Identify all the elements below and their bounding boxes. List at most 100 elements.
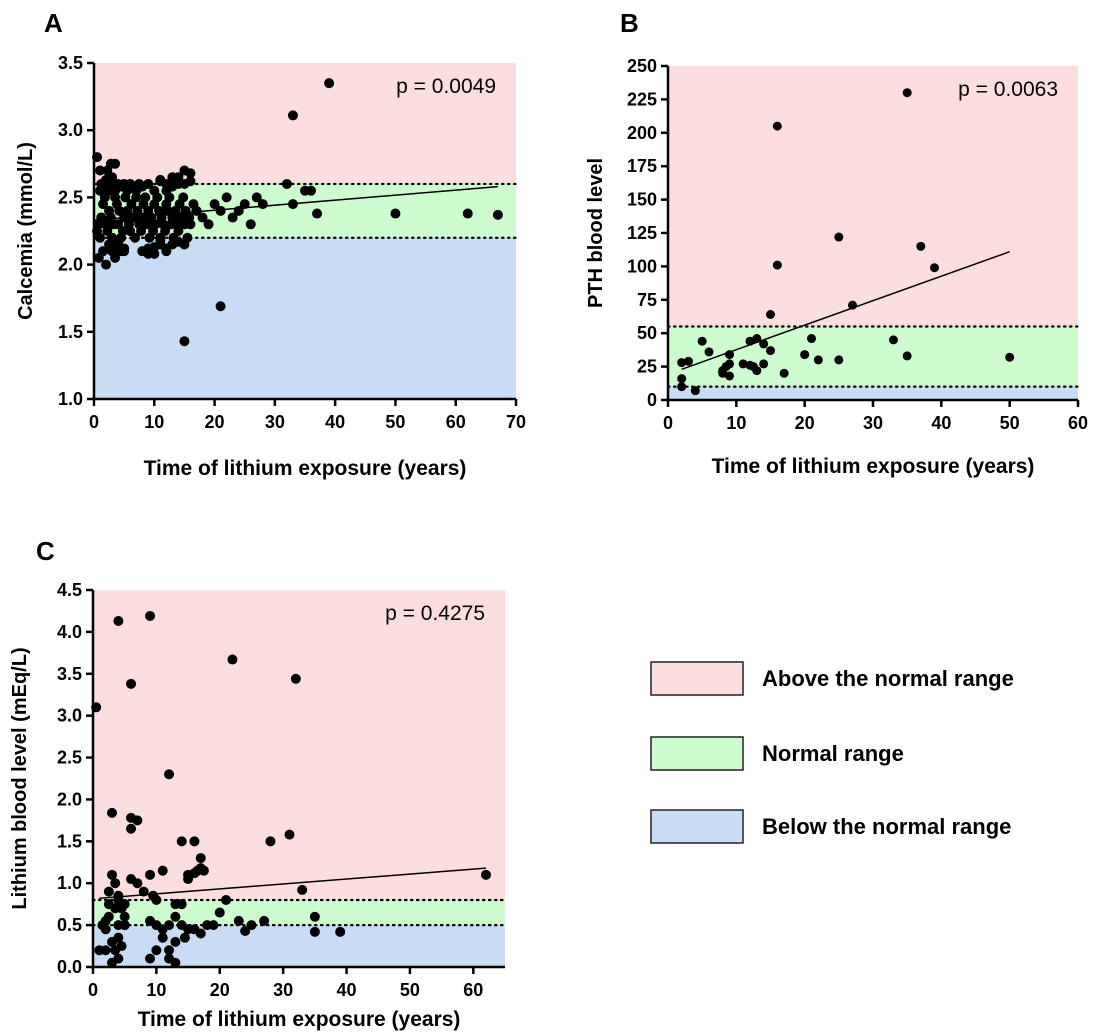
panel-c-data-point xyxy=(176,899,187,910)
panel-c-x-tick-label: 10 xyxy=(146,980,166,1000)
panel-c-x-tick-label: 50 xyxy=(400,980,420,1000)
panel-c-x-tick-label: 20 xyxy=(210,980,230,1000)
panel-a-x-tick-label: 30 xyxy=(265,412,285,432)
panel-b-data-point xyxy=(834,355,844,365)
panel-c-data-point xyxy=(145,869,156,880)
panel-a-y-tick-label: 3.5 xyxy=(58,53,83,73)
panel-a-data-point xyxy=(140,192,151,203)
panel-a-data-point xyxy=(179,336,190,347)
panel-b-x-axis-label: Time of lithium exposure (years) xyxy=(712,455,1035,478)
panel-c-data-point xyxy=(183,874,194,885)
panel-letter-b: B xyxy=(620,8,639,38)
panel-c-data-point xyxy=(309,911,320,922)
panel-a-data-point xyxy=(160,226,171,236)
panel-c-data-point xyxy=(103,899,114,910)
legend-label-below: Below the normal range xyxy=(762,814,1011,839)
panel-c-y-tick-label: 1.5 xyxy=(57,831,82,851)
panel-a-data-point xyxy=(324,78,335,89)
panel-c-data-point xyxy=(170,911,181,922)
panel-a-data-point xyxy=(92,152,103,163)
panel-c-data-point xyxy=(132,878,143,889)
panel-c-data-point xyxy=(110,878,121,889)
panel-a-data-point xyxy=(233,205,244,216)
panel-c-y-tick-label: 4.5 xyxy=(57,580,82,600)
panel-a-y-axis-label: Calcemia (mmol/L) xyxy=(15,142,37,320)
panel-a-data-point xyxy=(492,209,503,220)
panel-a-data-point xyxy=(287,199,298,210)
panel-c-data-point xyxy=(259,915,270,926)
panel-b-p-value: p = 0.0063 xyxy=(958,78,1058,101)
panel-b-data-point xyxy=(779,368,789,378)
panel-a-data-point xyxy=(179,165,190,176)
panel-a-data-point xyxy=(155,239,166,250)
panel-b-fit-line xyxy=(681,250,1010,370)
panel-c-y-tick-label: 2.5 xyxy=(57,748,82,768)
panel-c-data-point xyxy=(233,915,244,926)
panel-c-y-axis-label: Lithium blood level (mEq/L) xyxy=(9,647,31,909)
panel-c-p-value: p = 0.4275 xyxy=(385,602,485,625)
panel-a-data-point xyxy=(101,259,112,270)
panel-c-x-tick-label: 0 xyxy=(88,980,98,1000)
panel-b-x-tick-label: 20 xyxy=(795,413,815,433)
panel-b-data-point xyxy=(902,88,912,98)
panel-b-y-tick-label: 100 xyxy=(627,256,657,276)
panel-c-data-point xyxy=(208,920,219,931)
panel-a-data-point xyxy=(113,236,124,247)
panel-a-data-point xyxy=(149,248,160,259)
panel-a-data-point xyxy=(245,219,256,230)
panel-c-band-above xyxy=(93,590,505,900)
panel-b-y-tick-label: 225 xyxy=(627,89,657,109)
panel-a-data-point xyxy=(110,252,121,263)
panel-b-data-point xyxy=(759,339,769,349)
panel-a-y-tick-label: 1.0 xyxy=(58,389,83,409)
panel-c-data-point xyxy=(195,928,206,939)
legend-swatch-above xyxy=(650,661,744,696)
panel-c-data-point xyxy=(157,865,168,876)
panel-a-x-tick-label: 10 xyxy=(144,412,164,432)
panel-a-data-point xyxy=(161,246,172,257)
panel-b-y-tick-label: 0 xyxy=(647,390,657,410)
panel-b-data-point xyxy=(677,358,687,368)
panel-a-data-point xyxy=(110,158,121,169)
panel-a-data-point xyxy=(390,208,401,219)
panel-c-data-point xyxy=(119,911,130,922)
panel-b-data-point xyxy=(718,368,728,378)
panel-b-data-point xyxy=(916,241,926,251)
panel-c-data-point xyxy=(227,654,238,665)
panel-a-data-point xyxy=(257,199,268,210)
panel-a-data-point xyxy=(287,110,298,121)
panel-c-data-point xyxy=(138,886,149,897)
panel-b-y-tick-label: 25 xyxy=(637,357,657,377)
panel-b-data-point xyxy=(725,350,734,360)
legend-swatch-normal xyxy=(650,736,744,771)
panel-b-y-axis-label: PTH blood level xyxy=(585,158,607,308)
panel-c-y-tick-label: 0.5 xyxy=(57,915,82,935)
panel-c-data-point xyxy=(189,836,200,847)
panel-c-data-point xyxy=(145,953,156,964)
panel-a-data-point xyxy=(215,301,226,312)
panel-a-data-point xyxy=(209,199,220,210)
panel-b-x-tick-label: 10 xyxy=(726,413,746,433)
panel-b-y-tick-label: 50 xyxy=(637,323,657,343)
panel-c-data-point xyxy=(265,836,276,847)
panel-c-data-point xyxy=(290,673,301,684)
panel-b-data-point xyxy=(697,336,707,346)
panel-b-band-below xyxy=(668,386,1078,400)
panel-a-data-point xyxy=(312,208,323,219)
panel-b-data-point xyxy=(704,347,714,357)
panel-a: A 0 10 20 30 40 50 60 70 1.0 1.5 2.0 2.5 3.0 3.5 Time … xyxy=(15,8,526,480)
panel-b-data-point xyxy=(690,386,700,396)
panel-c-data-point xyxy=(297,884,308,895)
panel-b-data-point xyxy=(902,351,912,361)
panel-c-data-point xyxy=(119,899,130,910)
panel-c-data-point xyxy=(107,869,118,880)
panel-c-data-point xyxy=(170,957,181,968)
panel-a-x-tick-label: 0 xyxy=(89,412,99,432)
panel-a-data-point xyxy=(221,192,232,203)
panel-a-data-point xyxy=(150,219,161,230)
panel-c-data-point xyxy=(126,678,137,689)
panel-a-data-point xyxy=(239,199,250,210)
panel-b-data-point xyxy=(684,356,693,366)
panel-a-data-point xyxy=(143,178,154,189)
